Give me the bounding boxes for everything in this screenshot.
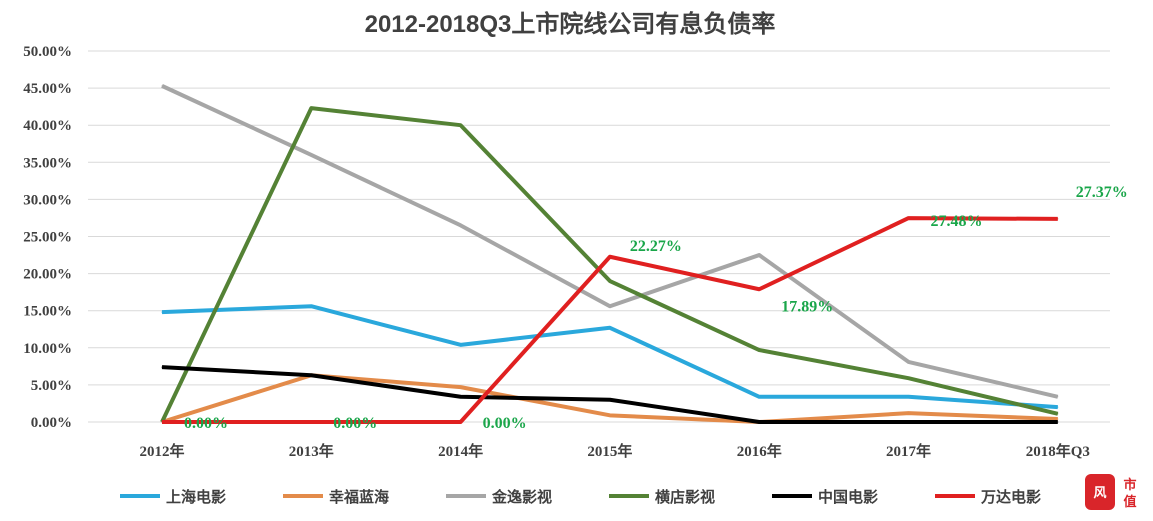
data-point: [161, 311, 163, 313]
legend-label: 横店影视: [655, 488, 715, 506]
data-point: [310, 154, 312, 156]
x-tick-label: 2013年: [289, 442, 334, 460]
data-label: 22.27%: [630, 238, 682, 255]
series-line-上海电影: [161, 304, 1058, 410]
data-point: [908, 377, 909, 379]
data-point: [609, 327, 611, 329]
svg-text:值: 值: [1123, 494, 1136, 509]
legend-label: 上海电影: [166, 488, 226, 506]
y-tick-label: 0.00%: [31, 415, 72, 431]
x-tick-label: 2016年: [737, 442, 782, 460]
data-point: [609, 414, 611, 416]
data-point: [460, 386, 462, 388]
data-point: [460, 421, 462, 423]
y-tick-label: 35.00%: [23, 155, 72, 171]
data-label: 0.00%: [333, 415, 377, 432]
data-point: [310, 374, 312, 376]
svg-text:风: 风: [1093, 485, 1106, 500]
series-line-金逸影视: [161, 84, 1059, 399]
x-tick-label: 2018年Q3: [1026, 442, 1090, 460]
data-point: [310, 305, 312, 307]
legend-label: 万达电影: [980, 488, 1041, 506]
legend-label: 中国电影: [818, 488, 878, 506]
data-point: [908, 217, 909, 219]
svg-text:市: 市: [1123, 477, 1136, 492]
x-tick-label: 2017年: [886, 442, 931, 460]
y-tick-label: 15.00%: [23, 304, 72, 320]
x-tick-label: 2012年: [139, 442, 184, 460]
x-tick-label: 2014年: [438, 442, 483, 460]
data-point: [609, 399, 611, 401]
data-point: [460, 396, 462, 398]
data-point: [460, 344, 462, 346]
data-point: [1057, 418, 1059, 420]
data-label: 17.89%: [781, 298, 833, 315]
series-line-万达电影: [162, 216, 1058, 424]
y-tick-label: 20.00%: [23, 267, 72, 283]
data-label: 27.37%: [1076, 184, 1128, 201]
y-tick-label: 30.00%: [23, 192, 72, 208]
legend-label: 幸福蓝海: [329, 488, 389, 506]
data-point: [758, 288, 760, 290]
data-point: [609, 305, 611, 307]
y-tick-label: 50.00%: [23, 44, 72, 60]
data-label: 27.48%: [931, 213, 983, 230]
data-point: [908, 361, 909, 363]
data-point: [310, 421, 312, 423]
data-point: [908, 412, 909, 414]
data-point: [609, 256, 611, 258]
legend-label: 金逸影视: [491, 488, 552, 506]
data-point: [460, 224, 462, 226]
data-label: 0.00%: [184, 415, 228, 432]
logo: 风 市 值: [1085, 474, 1137, 510]
x-tick-label: 2015年: [587, 442, 632, 460]
data-point: [758, 421, 760, 423]
data-point: [1057, 406, 1059, 408]
data-point: [758, 396, 760, 398]
data-point: [609, 280, 611, 282]
data-point: [1057, 396, 1059, 398]
data-point: [460, 124, 462, 126]
y-tick-label: 5.00%: [31, 378, 72, 394]
y-tick-label: 10.00%: [23, 341, 72, 357]
data-point: [161, 366, 163, 368]
y-tick-label: 45.00%: [23, 81, 72, 97]
data-point: [1057, 218, 1059, 220]
data-point: [1057, 413, 1059, 415]
data-label: 0.00%: [483, 415, 527, 432]
data-point: [310, 107, 312, 109]
data-point: [1057, 421, 1059, 423]
data-point: [908, 396, 909, 398]
y-tick-label: 40.00%: [23, 118, 72, 134]
data-point: [758, 254, 760, 256]
data-point: [758, 349, 760, 351]
data-point: [908, 421, 909, 423]
data-point: [161, 85, 163, 87]
y-tick-label: 25.00%: [23, 230, 72, 246]
chart-title: 2012-2018Q3上市院线公司有息负债率: [365, 10, 776, 38]
data-point: [161, 421, 163, 423]
